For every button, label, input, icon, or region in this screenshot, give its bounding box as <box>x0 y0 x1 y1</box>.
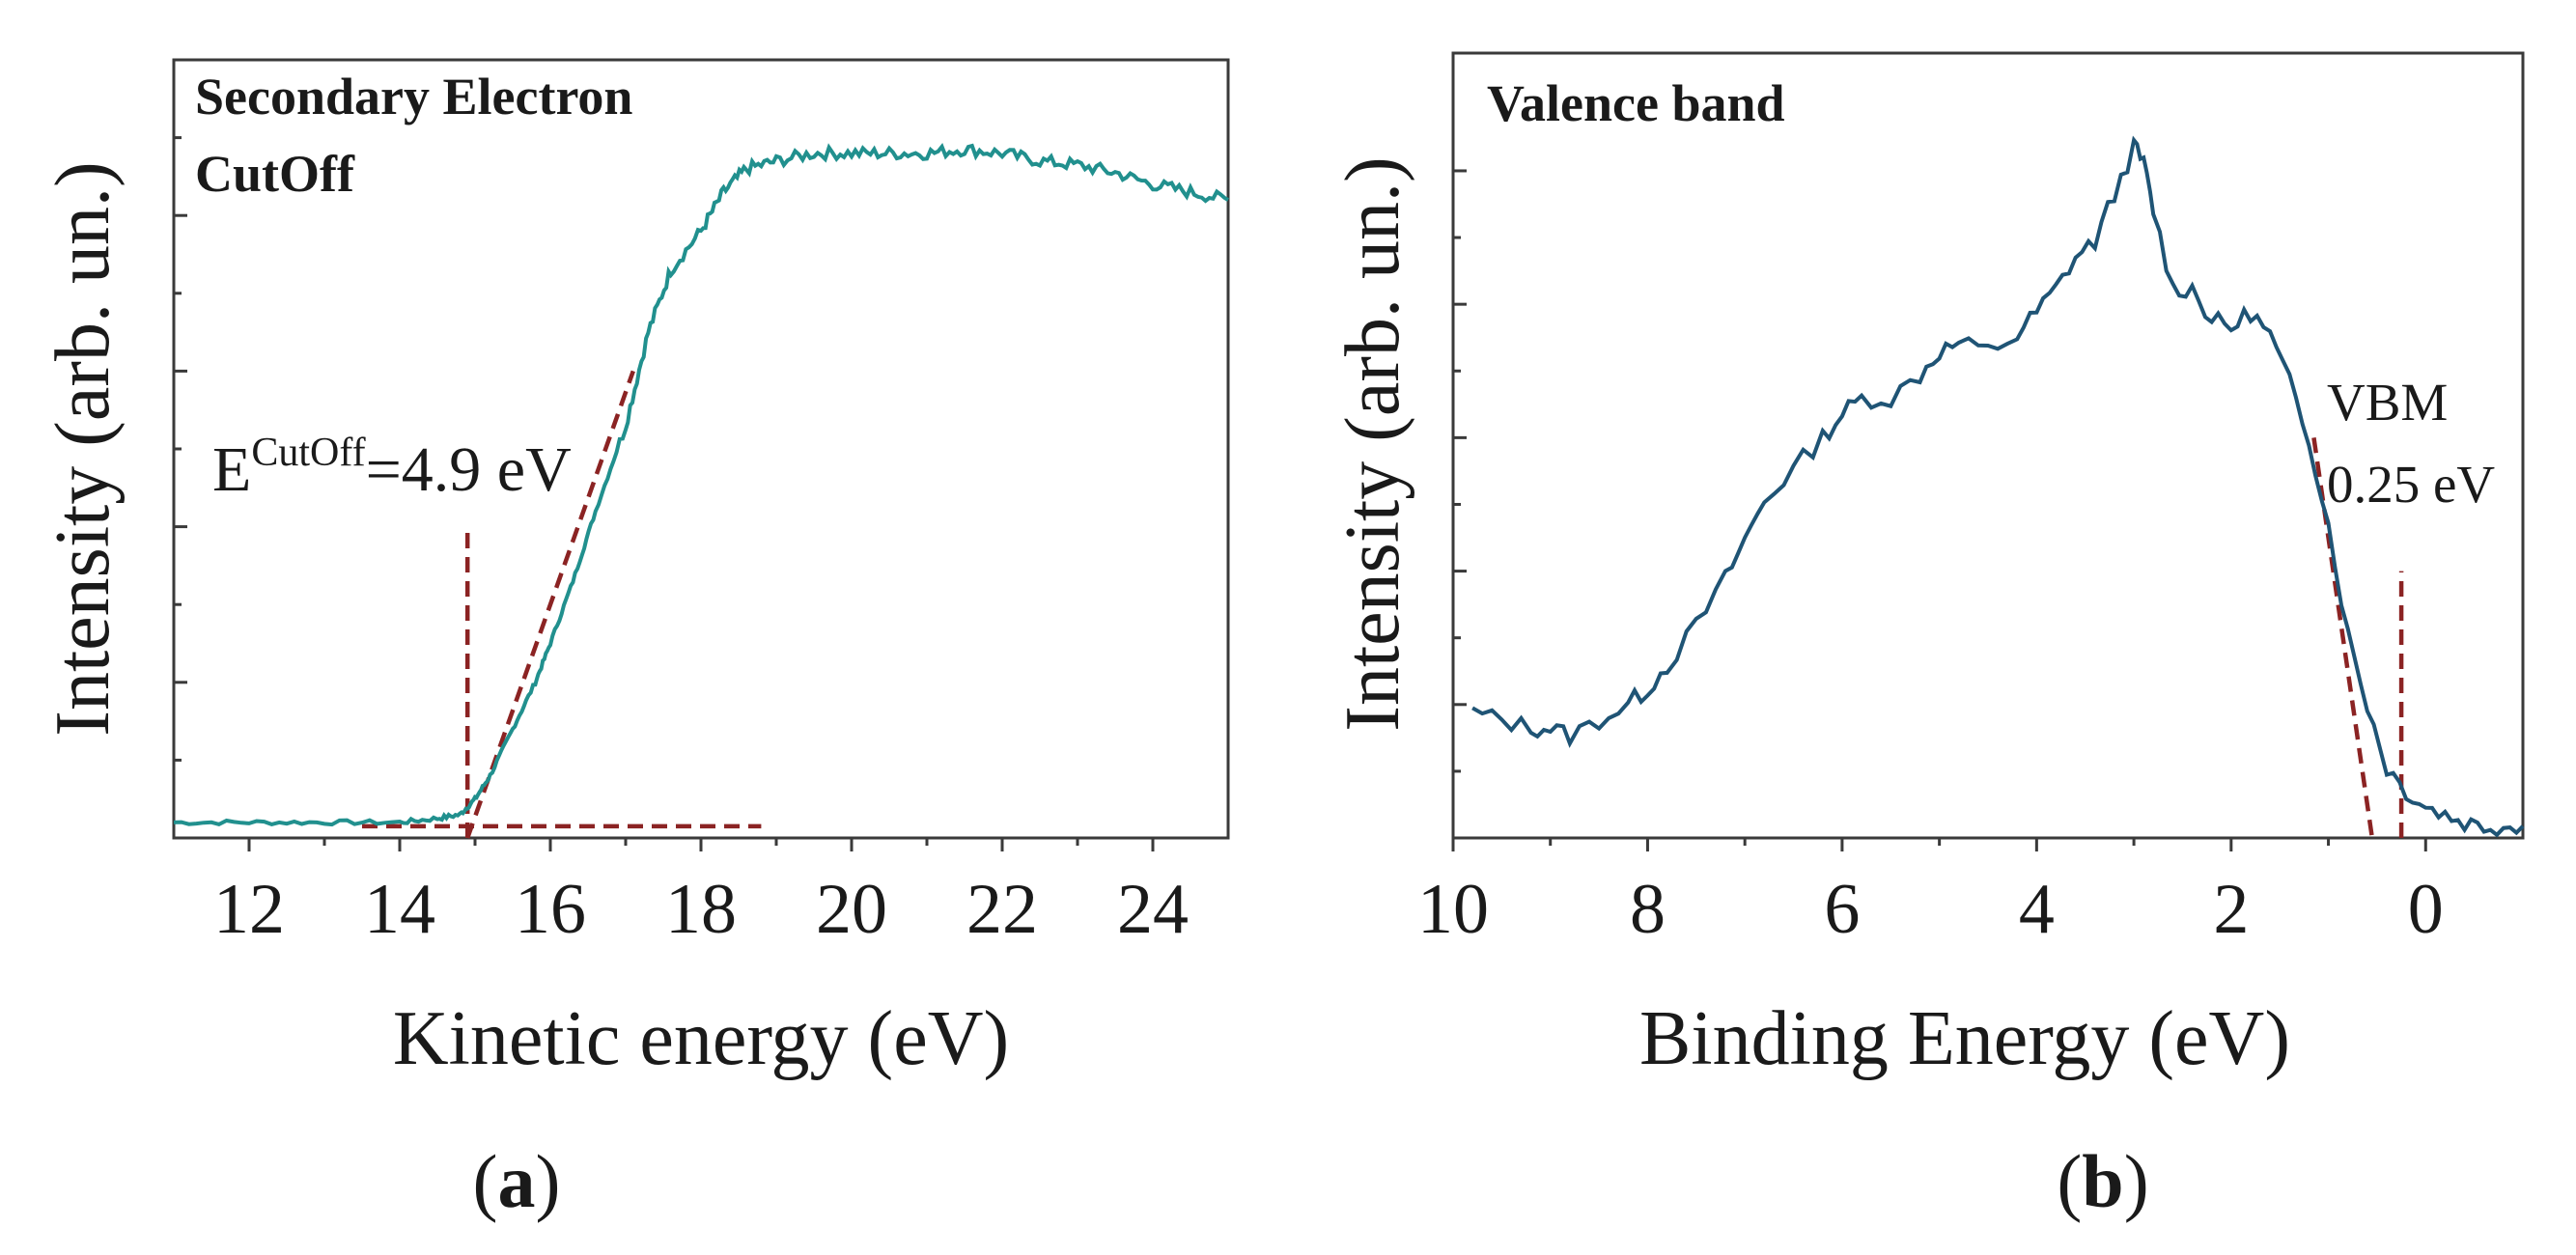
x-tick-label: 8 <box>1630 870 1666 949</box>
panel-b-caption: (b) <box>2057 1139 2148 1223</box>
panel-a-caption-close: ) <box>536 1139 561 1223</box>
panel-b-y-axis-label: Intensity (arb. un.) <box>1330 156 1415 731</box>
vbm-annotation-label: VBM <box>2327 373 2448 432</box>
x-tick-label: 18 <box>665 870 737 949</box>
x-tick-label: 20 <box>816 870 887 949</box>
panel-b-caption-close: ) <box>2124 1139 2149 1223</box>
panel-a-caption: (a) <box>473 1139 561 1223</box>
cutoff-annotation: ECutOff=4.9 eV <box>212 431 572 505</box>
cutoff-annotation-value: =4.9 eV <box>366 434 572 505</box>
x-tick-label: 16 <box>515 870 586 949</box>
panel-a-x-axis-label: Kinetic energy (eV) <box>393 996 1009 1081</box>
x-tick-label: 10 <box>1417 870 1489 949</box>
panel-b-caption-open: ( <box>2057 1139 2082 1223</box>
panel-a-spectrum-line <box>173 142 1230 827</box>
panel-b-x-tick-labels: 10 8 6 4 2 0 <box>1417 870 2444 949</box>
x-tick-label: 6 <box>1824 870 1860 949</box>
panel-a-title-line-2: CutOff <box>195 145 355 203</box>
x-tick-label: 14 <box>364 870 435 949</box>
panel-a-ticks <box>174 58 1155 851</box>
x-tick-label: 4 <box>2019 870 2055 949</box>
panel-b-spectrum-line <box>1471 135 2525 838</box>
panel-a-caption-open: ( <box>473 1139 498 1223</box>
panel-b-ticks <box>1451 169 2427 851</box>
cutoff-annotation-superscript: CutOff <box>251 431 365 475</box>
panel-b-chart: Valence band VBM 0.25 eV 10 8 6 4 2 0 Binding… <box>1330 51 2525 1223</box>
x-tick-label: 0 <box>2408 870 2444 949</box>
panel-b-plot-frame <box>1451 51 2525 840</box>
vbm-annotation-value: 0.25 eV <box>2327 455 2495 514</box>
x-tick-label: 2 <box>2213 870 2249 949</box>
panel-a-x-tick-labels: 12 14 16 18 20 22 24 <box>213 870 1189 949</box>
panel-a-caption-letter: a <box>498 1139 536 1223</box>
x-tick-label: 22 <box>966 870 1038 949</box>
panel-a-title-line-1: Secondary Electron <box>195 68 632 126</box>
panel-b-x-axis-label: Binding Energy (eV) <box>1639 996 2290 1081</box>
panel-b-caption-letter: b <box>2082 1139 2123 1223</box>
panel-a-y-axis-label: Intensity (arb. un.) <box>41 161 126 736</box>
cutoff-annotation-base: E <box>212 434 251 505</box>
panel-b-fit-lines <box>2311 437 2404 839</box>
x-tick-label: 24 <box>1117 870 1189 949</box>
panel-b-title: Valence band <box>1487 74 1785 132</box>
edge-fit-line <box>2311 437 2375 839</box>
panel-a-chart: Secondary Electron CutOff ECutOff=4.9 eV… <box>41 58 1230 1223</box>
x-tick-label: 12 <box>213 870 285 949</box>
